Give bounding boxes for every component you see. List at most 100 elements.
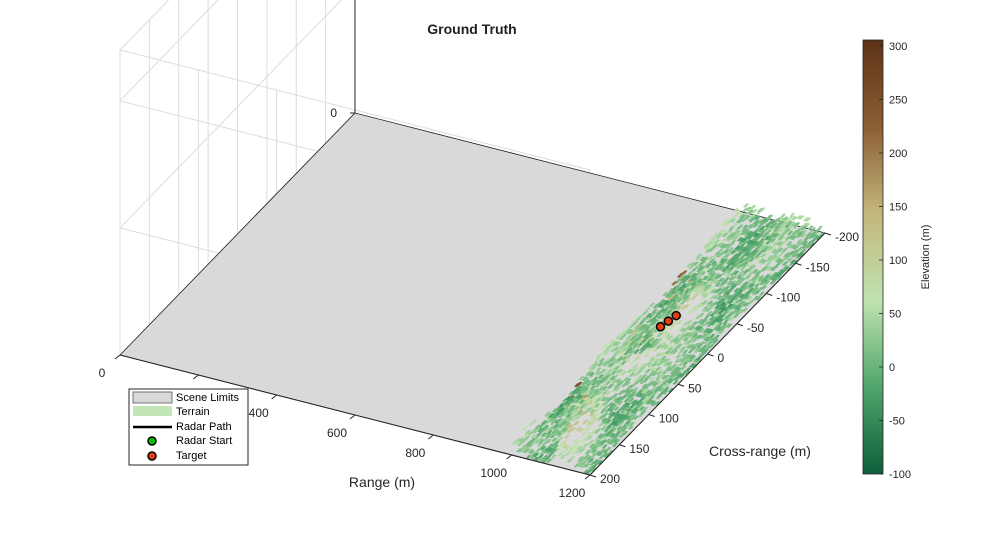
terrain-cell bbox=[766, 266, 773, 271]
terrain-cell bbox=[594, 357, 601, 363]
terrain-cell bbox=[577, 394, 584, 400]
terrain-cell bbox=[611, 353, 618, 359]
terrain-cell bbox=[696, 325, 703, 331]
terrain-cell bbox=[718, 266, 726, 271]
terrain-cell bbox=[712, 294, 720, 300]
terrain-cell bbox=[776, 246, 783, 251]
y-tick-mark bbox=[707, 353, 714, 357]
terrain-cell bbox=[613, 365, 621, 371]
terrain-cell bbox=[752, 249, 760, 255]
terrain-cell bbox=[626, 368, 633, 374]
terrain-cell bbox=[709, 333, 716, 339]
terrain-cell bbox=[774, 257, 782, 263]
terrain-cell bbox=[754, 270, 761, 276]
terrain-cell bbox=[763, 245, 770, 251]
terrain-cell bbox=[750, 264, 757, 270]
terrain-cell bbox=[623, 405, 631, 411]
x-tick-label: 1200 bbox=[559, 486, 586, 500]
terrain-cell bbox=[691, 332, 699, 338]
terrain-cell bbox=[799, 233, 807, 238]
terrain-cell bbox=[648, 395, 655, 401]
terrain-cell bbox=[663, 331, 670, 337]
terrain-cell bbox=[682, 361, 689, 366]
terrain-cell bbox=[593, 413, 600, 418]
terrain-cell bbox=[658, 362, 665, 368]
terrain-cell bbox=[729, 218, 736, 223]
terrain-cell bbox=[657, 352, 664, 357]
terrain-cell bbox=[706, 310, 713, 316]
terrain-cell bbox=[698, 312, 705, 318]
terrain-cell bbox=[770, 246, 777, 252]
terrain-cell bbox=[793, 222, 801, 227]
terrain-cell bbox=[675, 320, 683, 325]
x-tick-label: 1000 bbox=[480, 466, 507, 480]
terrain-cell bbox=[680, 352, 688, 358]
terrain-cell bbox=[653, 338, 660, 343]
terrain-cell bbox=[578, 428, 586, 433]
terrain-cell bbox=[712, 338, 719, 344]
terrain-cell bbox=[691, 277, 699, 282]
terrain-cell bbox=[663, 358, 671, 363]
terrain-cell bbox=[564, 421, 571, 427]
terrain-cell bbox=[636, 335, 644, 340]
terrain-cell bbox=[667, 346, 674, 352]
y-tick-mark bbox=[736, 323, 744, 327]
legend-radar-start-marker bbox=[147, 436, 157, 446]
terrain-cell bbox=[634, 355, 641, 361]
terrain-cell bbox=[709, 294, 716, 300]
terrain-cell bbox=[552, 444, 559, 450]
terrain-cell bbox=[632, 333, 639, 339]
terrain-cell bbox=[649, 370, 656, 376]
terrain-cell bbox=[607, 410, 615, 416]
terrain-cell bbox=[612, 438, 620, 443]
x-tick-mark bbox=[349, 414, 356, 420]
terrain-cell bbox=[764, 261, 772, 267]
terrain-cell bbox=[620, 427, 628, 432]
terrain-cell bbox=[616, 425, 623, 431]
terrain-cell bbox=[557, 451, 564, 457]
terrain-cell bbox=[700, 296, 707, 301]
terrain-cell bbox=[561, 427, 568, 433]
terrain-cell bbox=[758, 275, 765, 280]
terrain-cell bbox=[708, 343, 715, 349]
terrain-cell bbox=[621, 430, 629, 436]
terrain-cell bbox=[760, 285, 768, 290]
terrain-cell bbox=[524, 429, 532, 435]
terrain-cell bbox=[573, 405, 580, 411]
terrain-cell bbox=[623, 397, 630, 403]
terrain-cell bbox=[539, 445, 547, 451]
terrain-cell bbox=[705, 284, 713, 290]
y-tick-label: -100 bbox=[776, 291, 800, 305]
terrain-cell bbox=[609, 403, 617, 408]
colorbar-tick-label: 50 bbox=[889, 309, 901, 321]
terrain-cell bbox=[791, 216, 798, 221]
terrain-cell bbox=[656, 332, 663, 338]
terrain-cell bbox=[779, 213, 787, 218]
terrain-cell bbox=[712, 232, 720, 238]
y-tick-label: -150 bbox=[806, 260, 830, 274]
terrain-cell bbox=[672, 337, 679, 343]
terrain-cell bbox=[702, 349, 709, 354]
terrain-cell bbox=[672, 294, 680, 299]
terrain-cell bbox=[557, 436, 564, 442]
terrain-cell bbox=[742, 224, 749, 230]
terrain-cell bbox=[763, 274, 771, 279]
terrain-cell bbox=[796, 239, 803, 244]
terrain-cell bbox=[553, 423, 560, 428]
terrain-cell bbox=[790, 222, 797, 227]
terrain-cell bbox=[702, 275, 709, 281]
terrain-cell bbox=[662, 291, 669, 297]
terrain-cell bbox=[638, 406, 645, 411]
terrain-cell bbox=[588, 457, 595, 463]
terrain-cell bbox=[629, 359, 637, 365]
terrain-cell bbox=[608, 339, 616, 345]
terrain-cell bbox=[575, 426, 582, 431]
terrain-cell bbox=[611, 442, 619, 448]
terrain-cell bbox=[782, 216, 789, 221]
terrain-cell bbox=[786, 241, 793, 246]
y-tick-label: 100 bbox=[659, 412, 679, 426]
terrain-cell bbox=[735, 305, 743, 311]
terrain-cell bbox=[594, 428, 601, 433]
terrain-cell bbox=[691, 321, 699, 326]
terrain-cell bbox=[678, 325, 685, 331]
